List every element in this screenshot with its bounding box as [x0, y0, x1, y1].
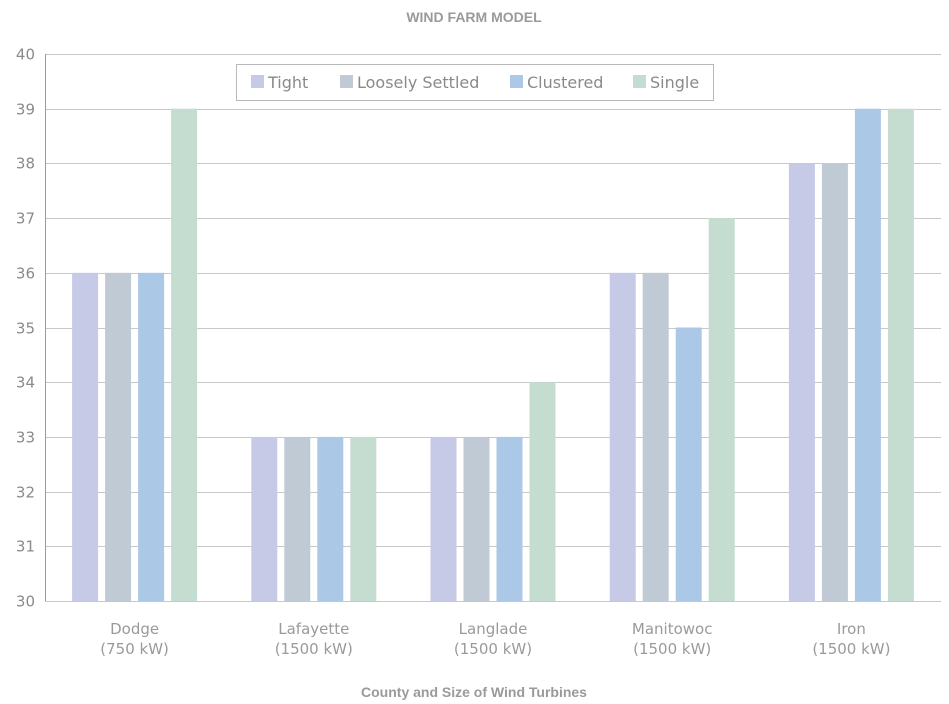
bar-tight: [251, 436, 278, 601]
bar-tight: [788, 163, 815, 601]
y-tick-label: 34: [16, 374, 35, 392]
bar-tight: [430, 436, 457, 601]
chart-title: WIND FARM MODEL: [406, 9, 542, 25]
y-tick-label: 39: [16, 101, 35, 119]
x-tick-label: Dodge (750 kW): [100, 620, 169, 658]
x-axis-ticks: Dodge (750 kW) Lafayette (1500 kW) Langlade(…: [100, 620, 890, 658]
x-tick-label: Lafayette (1500 kW): [275, 620, 353, 658]
bar-clustered: [496, 436, 523, 601]
bar-single: [529, 382, 556, 601]
y-axis-ticks: 30 31 32 33 34 35 36 37 38 39 40: [16, 46, 35, 611]
y-tick-label: 30: [16, 593, 35, 611]
bar-clustered: [138, 272, 165, 601]
bar-loosely-settled: [642, 272, 669, 601]
legend-label: Clustered: [527, 73, 603, 92]
x-axis-title: County and Size of Wind Turbines: [361, 684, 587, 700]
x-tick-label: Manitowoc (1500 kW): [632, 620, 713, 658]
legend-swatch: [251, 75, 264, 88]
bar-loosely-settled: [284, 436, 311, 601]
bar-clustered: [854, 108, 881, 601]
bar-single: [708, 218, 735, 601]
y-tick-label: 38: [16, 155, 35, 173]
y-tick-label: 35: [16, 320, 35, 338]
legend-label: Loosely Settled: [357, 73, 479, 92]
bar-loosely-settled: [105, 272, 132, 601]
bar-series: [72, 108, 914, 601]
y-tick-label: 32: [16, 484, 35, 502]
bar-single: [350, 436, 377, 601]
bar-single: [887, 108, 914, 601]
x-tick-label: Iron (1500 kW): [812, 620, 890, 658]
legend-swatch: [340, 75, 353, 88]
bar-tight: [609, 272, 636, 601]
y-tick-label: 33: [16, 429, 35, 447]
legend-swatch: [633, 75, 646, 88]
y-tick-label: 36: [16, 265, 35, 283]
y-tick-label: 31: [16, 538, 35, 556]
legend-swatch: [510, 75, 523, 88]
bar-single: [171, 108, 198, 601]
y-tick-label: 40: [16, 46, 35, 64]
bar-tight: [72, 272, 99, 601]
legend: Tight Loosely Settled Clustered Single: [236, 64, 714, 101]
y-tick-label: 37: [16, 210, 35, 228]
bar-clustered: [317, 436, 344, 601]
bar-loosely-settled: [463, 436, 490, 601]
legend-label: Single: [650, 73, 699, 92]
bar-loosely-settled: [821, 163, 848, 601]
x-tick-label: Langlade (1500 kW): [454, 620, 532, 658]
bar-clustered: [675, 327, 702, 601]
legend-label: Tight: [267, 73, 308, 92]
